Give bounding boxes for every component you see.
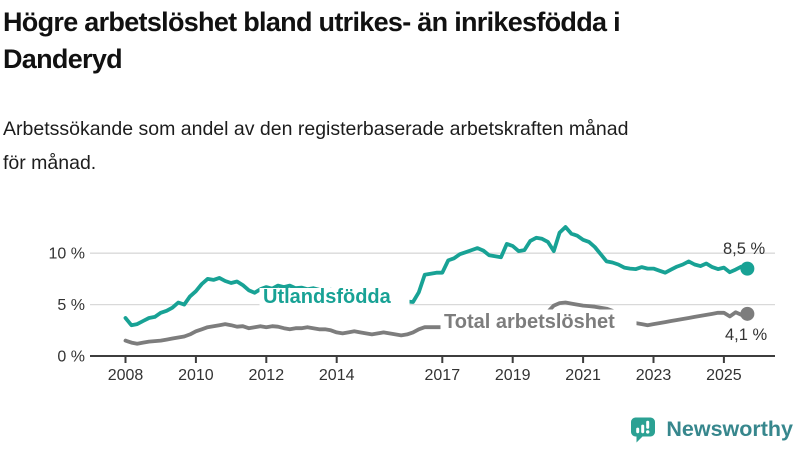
chart-subtitle: Arbetssökande som andel av den registerb… [3, 112, 797, 180]
x-tick-label: 2017 [425, 367, 461, 384]
x-tick-label: 2010 [178, 367, 214, 384]
title-line-1: Högre arbetslöshet bland utrikes- än inr… [3, 7, 621, 37]
end-value-label-total: 4,1 % [725, 326, 768, 344]
bar-tall [641, 424, 645, 434]
series-end-dot [740, 261, 755, 276]
exclamation-dot [646, 430, 650, 434]
series-label-mask [259, 288, 410, 311]
x-tick-label: 2019 [495, 367, 531, 384]
page-title: Högre arbetslöshet bland utrikes- än inr… [3, 4, 797, 78]
series-line-utlandsfodda [123, 225, 750, 328]
y-tick-label: 10 % [49, 246, 85, 263]
bar-short [636, 427, 640, 434]
subtitle-line-2: för månad. [3, 152, 97, 174]
y-tick-label: 0 % [57, 349, 85, 366]
x-tick-label: 2023 [636, 367, 672, 384]
exclamation-bar [646, 420, 650, 429]
series-inline-label: Total arbetslöshet [444, 311, 615, 333]
end-value-label-utlandsfodda: 8,5 % [723, 240, 766, 258]
x-tick-label: 2008 [108, 367, 144, 384]
x-tick-label: 2025 [706, 367, 742, 384]
x-tick-label: 2012 [249, 367, 285, 384]
newsworthy-logo: Newsworthy [629, 415, 793, 444]
subtitle-line-1: Arbetssökande som andel av den registerb… [3, 118, 629, 140]
series-line-total [123, 300, 750, 346]
newsworthy-bar-chart-bubble-icon [631, 417, 656, 443]
series-inline-label: Utlandsfödda [263, 286, 392, 308]
x-tick-label: 2014 [319, 367, 355, 384]
series-end-dot [740, 306, 755, 321]
series-label-mask [440, 309, 637, 333]
newsworthy-wordmark: Newsworthy [666, 417, 793, 441]
x-tick-label: 2021 [565, 367, 601, 384]
title-line-2: Danderyd [3, 44, 123, 74]
y-tick-label: 5 % [57, 297, 85, 314]
